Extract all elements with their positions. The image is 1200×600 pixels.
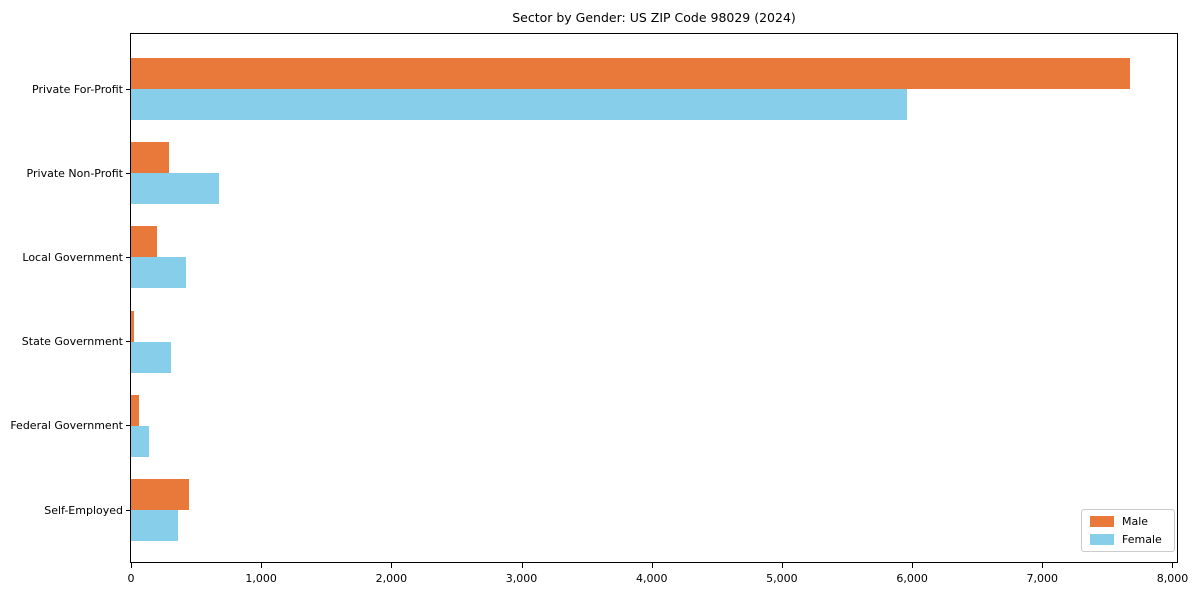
x-tick-6000 <box>912 563 914 568</box>
bar-female-self-employed <box>131 510 178 541</box>
x-tick-7000 <box>1042 563 1044 568</box>
x-tick-8000 <box>1172 563 1174 568</box>
legend-swatch-male <box>1090 516 1114 527</box>
legend: Male Female <box>1081 509 1175 552</box>
x-tick-1000 <box>261 563 263 568</box>
legend-entry-female: Female <box>1090 533 1166 546</box>
bar-female-private-non-profit <box>131 173 219 205</box>
legend-entry-male: Male <box>1090 515 1166 528</box>
x-tick-label-5000: 5,000 <box>766 572 798 585</box>
x-tick-2000 <box>391 563 393 568</box>
y-tick-label-self-employed: Self-Employed <box>44 503 123 517</box>
x-tick-label-7000: 7,000 <box>1026 572 1059 585</box>
x-tick-label-6000: 6,000 <box>896 572 928 585</box>
legend-label-male: Male <box>1122 515 1149 528</box>
x-tick-label-3000: 3,000 <box>505 572 538 585</box>
x-tick-label-2000: 2,000 <box>375 572 408 585</box>
x-tick-label-1000: 1,000 <box>245 572 277 585</box>
x-tick-label-0: 0 <box>127 572 135 585</box>
x-tick-4000 <box>651 563 653 568</box>
plot-area: Male Female Private For-Profit Private Non… <box>10 33 1188 585</box>
bar-male-private-non-profit <box>131 142 169 174</box>
y-tick-self-employed <box>126 509 130 511</box>
y-tick-local-government <box>126 256 130 258</box>
y-tick-label-federal-government: Federal Government <box>10 419 123 433</box>
y-tick-federal-government <box>126 425 130 427</box>
x-tick-3000 <box>521 563 523 568</box>
chart-title: Sector by Gender: US ZIP Code 98029 (202… <box>512 10 796 25</box>
x-tick-label-4000: 4,000 <box>635 572 668 585</box>
y-tick-private-for-profit <box>126 88 130 90</box>
y-tick-state-government <box>126 341 130 343</box>
bar-male-state-government <box>131 310 135 342</box>
x-tick-label-8000: 8,000 <box>1156 572 1189 585</box>
bar-female-local-government <box>131 257 186 289</box>
bar-female-state-government <box>131 341 171 373</box>
bar-female-private-for-profit <box>131 89 907 120</box>
y-tick-private-non-profit <box>126 172 130 174</box>
y-tick-label-private-for-profit: Private For-Profit <box>32 82 123 96</box>
bar-male-private-for-profit <box>131 58 1131 89</box>
bar-male-self-employed <box>131 479 189 510</box>
bar-male-federal-government <box>131 394 140 426</box>
legend-label-female: Female <box>1122 533 1162 546</box>
x-tick-5000 <box>781 563 783 568</box>
y-tick-label-local-government: Local Government <box>22 250 123 264</box>
bar-female-federal-government <box>131 425 150 457</box>
legend-swatch-female <box>1090 534 1114 545</box>
y-tick-label-private-non-profit: Private Non-Profit <box>26 166 123 180</box>
bar-male-local-government <box>131 226 158 258</box>
y-tick-label-state-government: State Government <box>21 335 123 349</box>
x-tick-0 <box>131 563 132 568</box>
